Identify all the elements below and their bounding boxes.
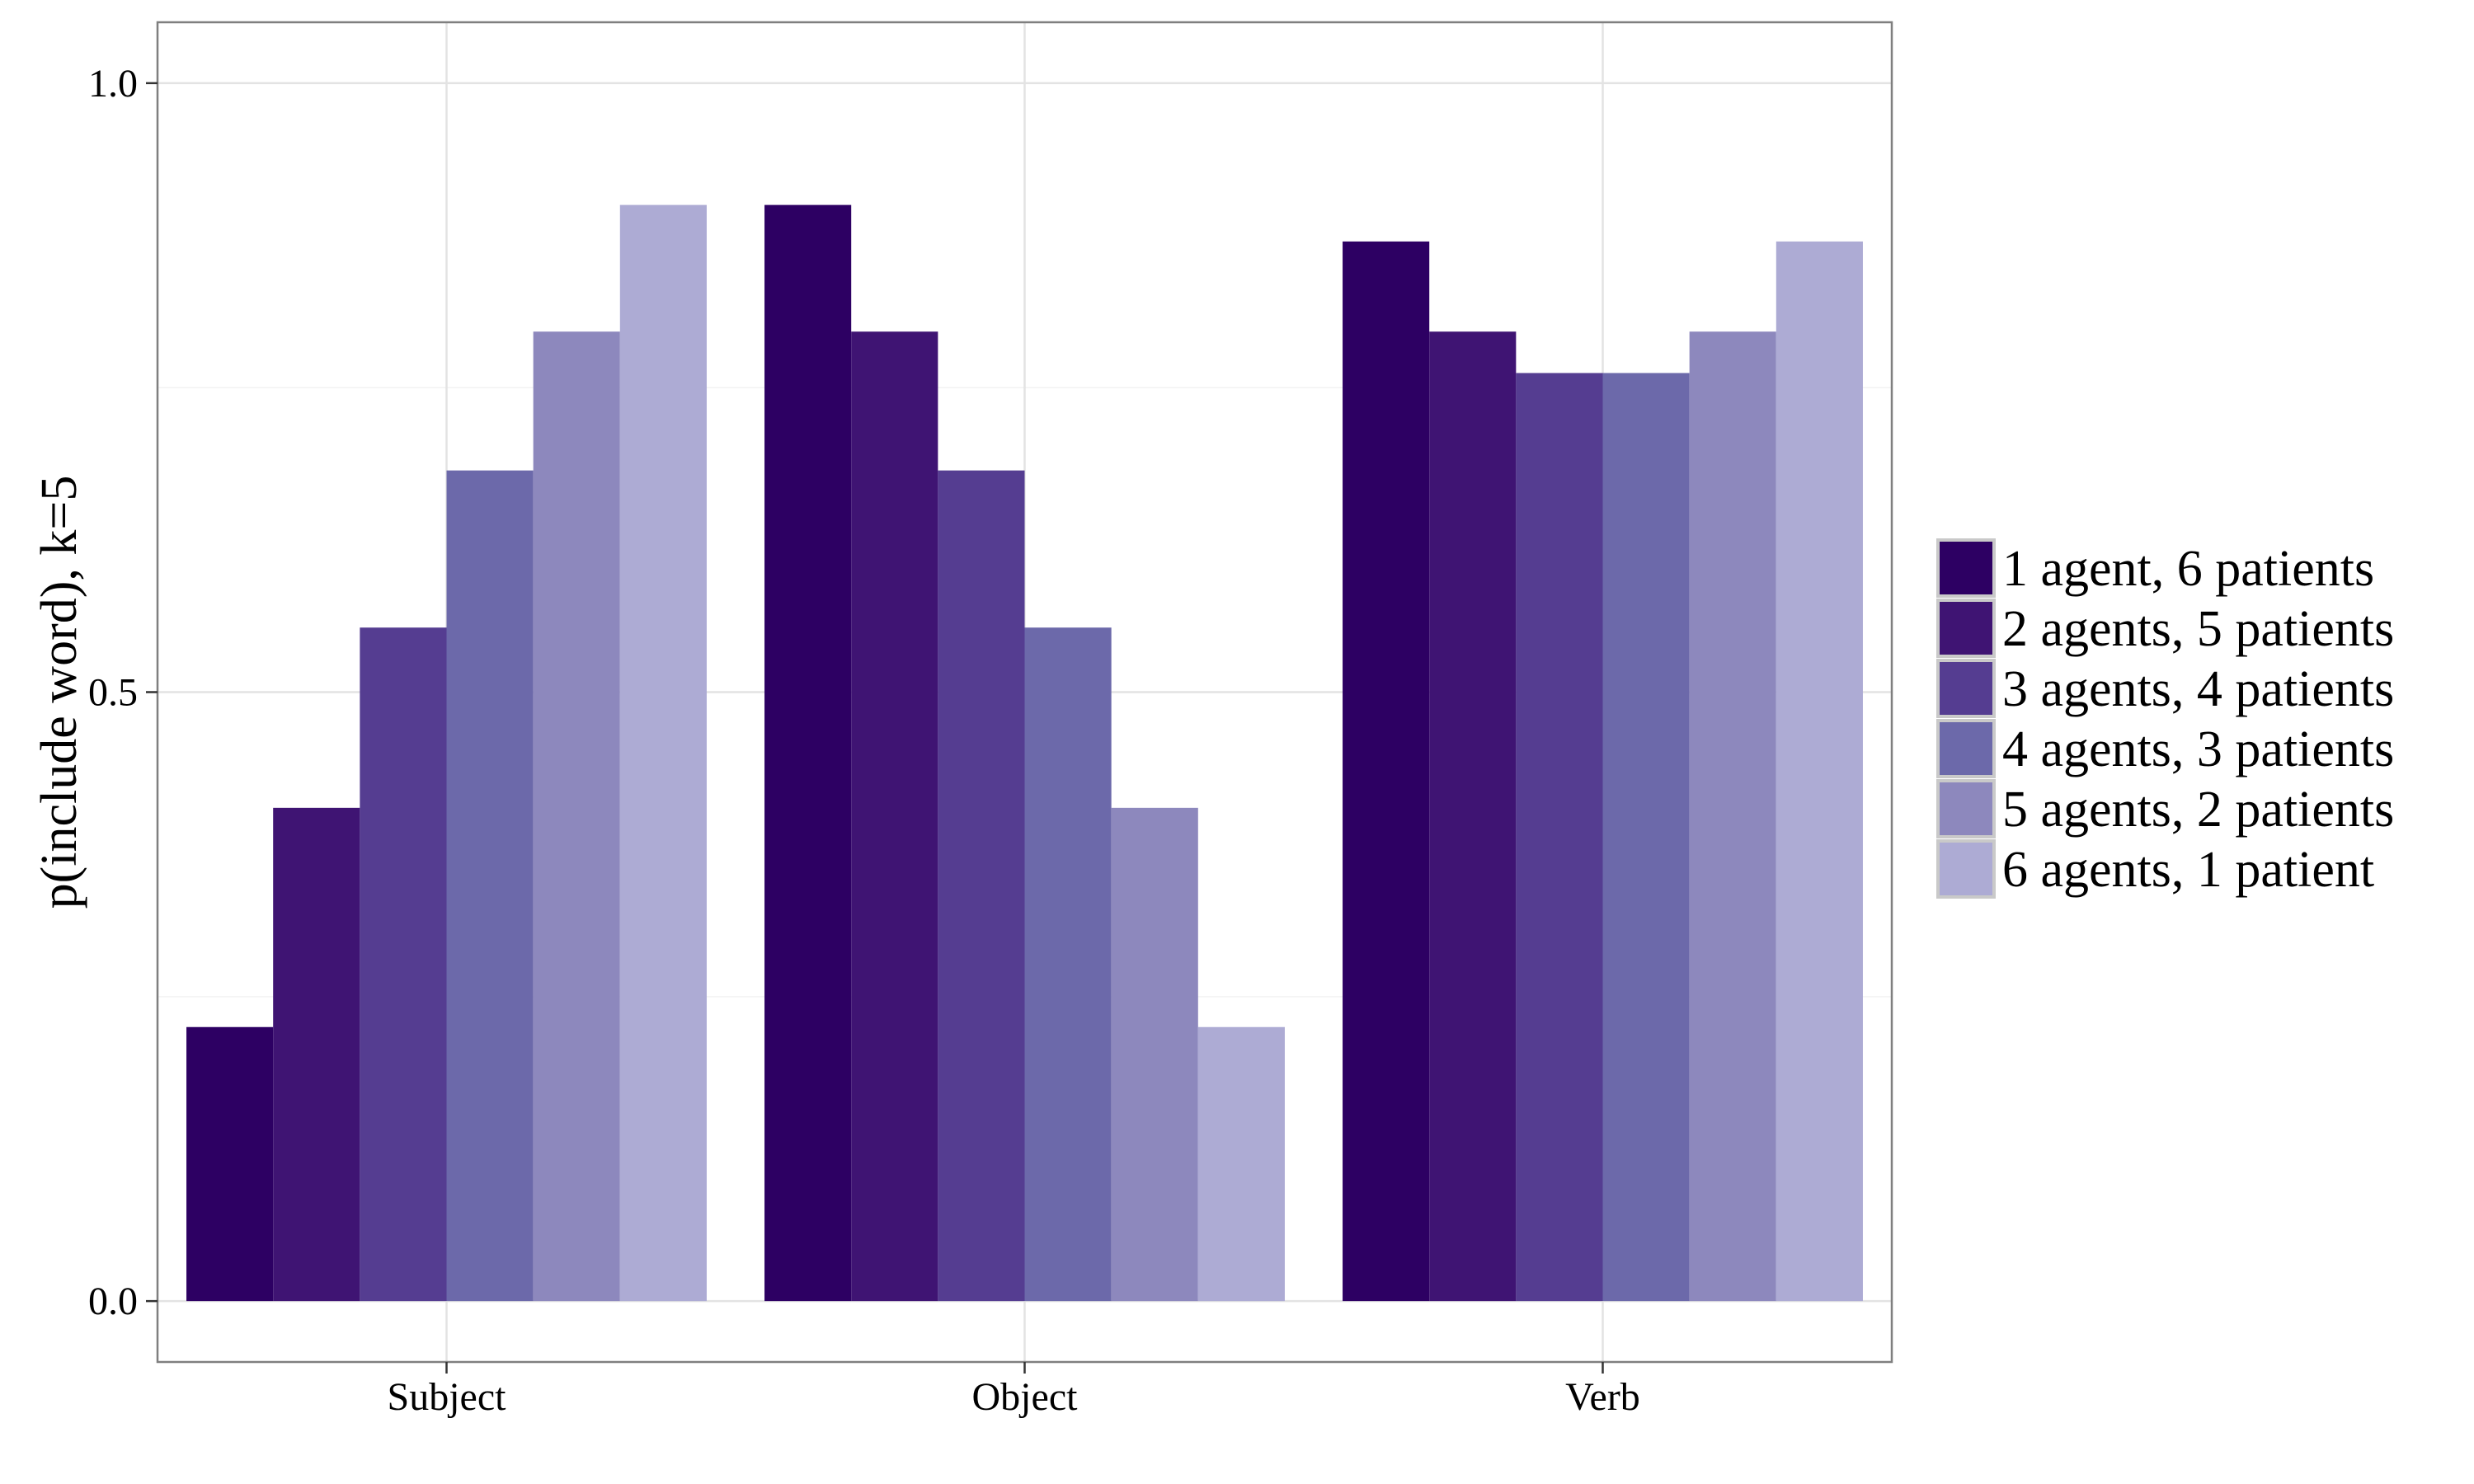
legend-key [1936,839,1996,899]
x-axis: Subject Object Verb [388,1362,1640,1419]
legend-label: 6 agents, 1 patient [2002,842,2374,898]
legend-key [1936,599,1996,658]
bar [1429,331,1517,1302]
legend-label: 3 agents, 4 patients [2002,661,2394,717]
bar [360,627,447,1302]
bars [186,204,1863,1302]
legend-label: 5 agents, 2 patients [2002,782,2394,838]
bar [1197,1026,1285,1302]
bar [1689,331,1776,1302]
bar [619,204,707,1302]
bar [1024,627,1112,1302]
y-axis: 0.0 0.5 1.0 [88,62,158,1323]
legend-key [1936,719,1996,778]
y-tick-label: 0.0 [88,1280,138,1323]
bar [1776,241,1863,1302]
bar [533,331,620,1302]
legend-key [1936,779,1996,838]
legend-label: 1 agent, 6 patients [2002,541,2374,597]
bar [851,331,938,1302]
bar [186,1026,274,1302]
y-tick-label: 0.5 [88,671,138,715]
legend-label: 2 agents, 5 patients [2002,601,2394,657]
legend-key [1936,538,1996,598]
legend-label: 4 agents, 3 patients [2002,721,2394,777]
legend-key [1936,659,1996,718]
bar [1111,807,1198,1302]
bar [1516,373,1603,1302]
bar [273,807,360,1302]
x-tick-label: Object [972,1375,1079,1419]
bar [1343,241,1430,1302]
bar [1602,373,1690,1302]
bar [938,470,1025,1302]
bar [764,204,852,1302]
y-axis-title: p(include word), k=5 [31,476,87,909]
x-tick-label: Subject [388,1375,507,1419]
bar [446,470,534,1302]
y-tick-label: 1.0 [88,62,138,106]
x-tick-label: Verb [1565,1375,1640,1419]
